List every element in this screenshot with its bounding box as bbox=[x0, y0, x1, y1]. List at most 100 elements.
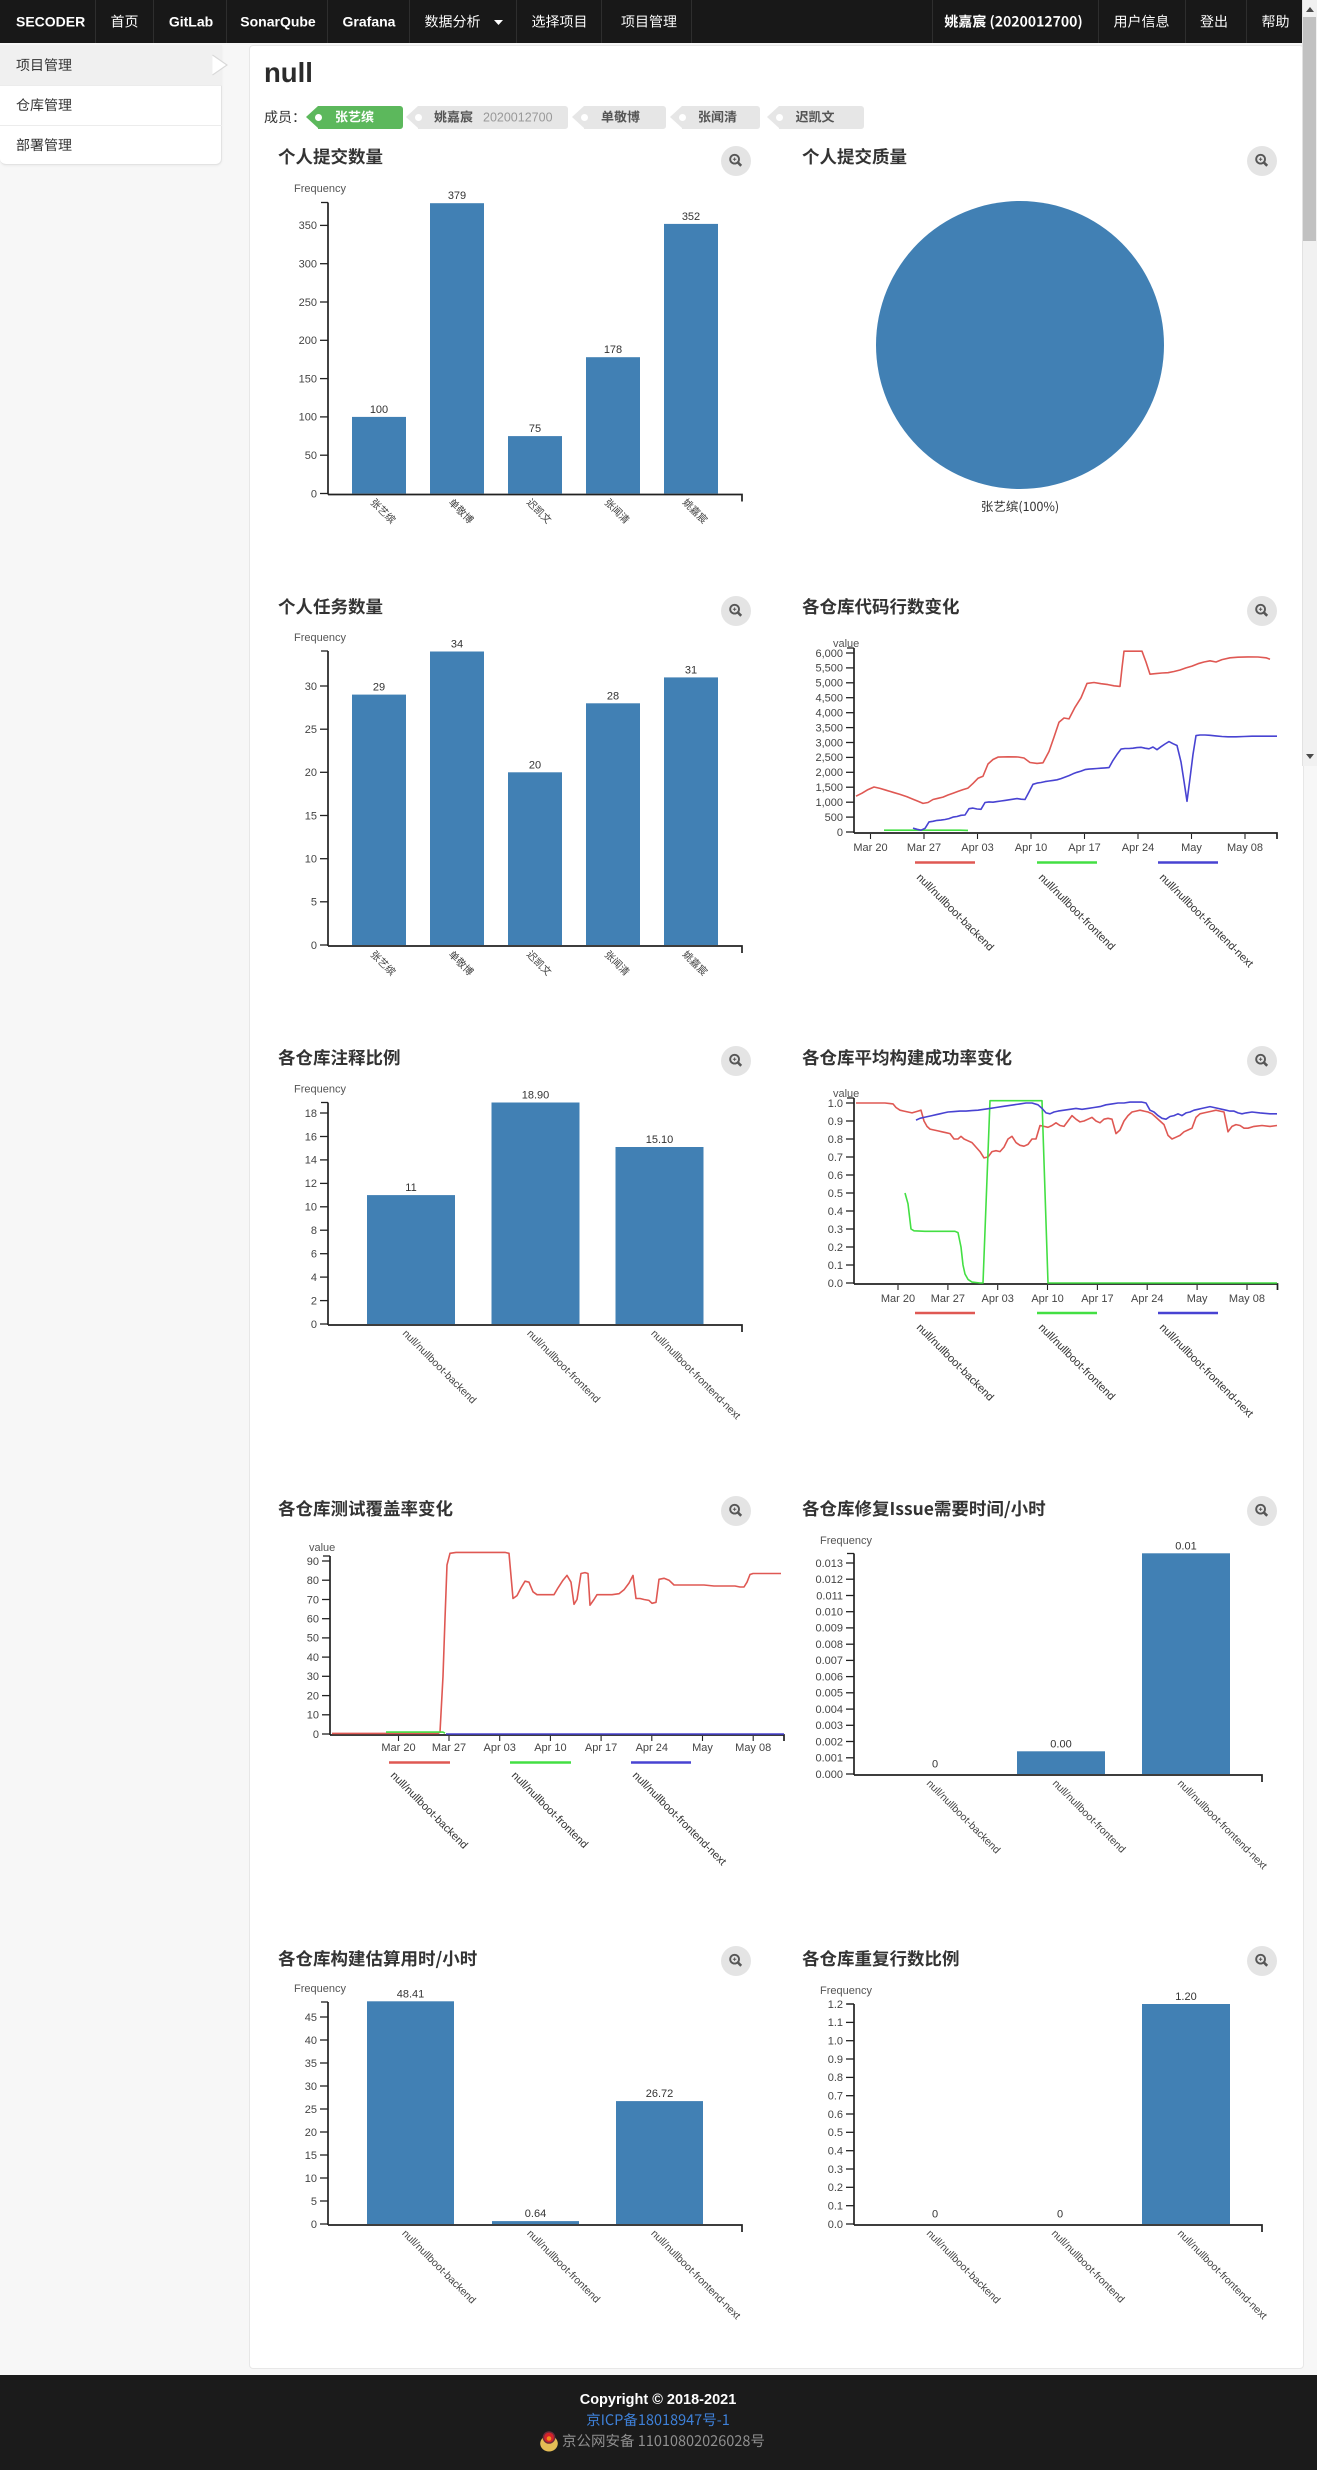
svg-text:Frequency: Frequency bbox=[820, 1535, 872, 1547]
svg-text:null/nullboot-backend: null/nullboot-backend bbox=[924, 2228, 1003, 2307]
svg-text:May: May bbox=[1181, 842, 1202, 854]
svg-text:0.1: 0.1 bbox=[828, 2200, 843, 2212]
svg-text:0.005: 0.005 bbox=[815, 1688, 843, 1700]
svg-text:SonarQube: SonarQube bbox=[240, 14, 316, 30]
svg-text:Frequency: Frequency bbox=[294, 1084, 346, 1096]
svg-text:value: value bbox=[309, 1542, 335, 1554]
svg-text:null/nullboot-frontend-next: null/nullboot-frontend-next bbox=[648, 2228, 742, 2322]
svg-text:20: 20 bbox=[305, 767, 317, 779]
svg-text:null/nullboot-frontend-next: null/nullboot-frontend-next bbox=[1157, 872, 1255, 970]
svg-text:352: 352 bbox=[682, 211, 700, 223]
svg-text:4: 4 bbox=[311, 1272, 317, 1284]
svg-text:1,500: 1,500 bbox=[815, 782, 843, 794]
svg-text:100: 100 bbox=[299, 412, 317, 424]
svg-text:2,000: 2,000 bbox=[815, 767, 843, 779]
svg-text:null/nullboot-frontend-next: null/nullboot-frontend-next bbox=[1175, 1778, 1269, 1872]
svg-text:40: 40 bbox=[307, 1652, 319, 1664]
svg-text:4,500: 4,500 bbox=[815, 693, 843, 705]
svg-text:28: 28 bbox=[607, 690, 619, 702]
svg-text:Frequency: Frequency bbox=[294, 1983, 346, 1995]
svg-text:Frequency: Frequency bbox=[294, 183, 346, 195]
svg-text:0.011: 0.011 bbox=[816, 1590, 843, 1602]
svg-text:45: 45 bbox=[305, 2012, 317, 2024]
svg-text:0.6: 0.6 bbox=[828, 2109, 843, 2121]
svg-text:1,000: 1,000 bbox=[815, 797, 843, 809]
svg-text:50: 50 bbox=[307, 1633, 319, 1645]
svg-text:0.008: 0.008 bbox=[815, 1639, 843, 1651]
svg-text:2020012700: 2020012700 bbox=[483, 111, 553, 125]
svg-text:3,500: 3,500 bbox=[815, 722, 843, 734]
svg-text:0.007: 0.007 bbox=[815, 1655, 843, 1667]
svg-text:2: 2 bbox=[311, 1295, 317, 1307]
svg-text:0: 0 bbox=[837, 827, 843, 839]
svg-text:value: value bbox=[833, 1088, 859, 1100]
svg-text:Apr 24: Apr 24 bbox=[1131, 1293, 1163, 1305]
svg-text:0: 0 bbox=[1057, 2209, 1063, 2221]
svg-text:0.4: 0.4 bbox=[828, 2145, 843, 2157]
svg-text:150: 150 bbox=[299, 373, 317, 385]
svg-text:Apr 03: Apr 03 bbox=[981, 1293, 1013, 1305]
svg-text:0.002: 0.002 bbox=[815, 1736, 843, 1748]
svg-text:25: 25 bbox=[305, 724, 317, 736]
svg-text:Apr 24: Apr 24 bbox=[636, 1742, 668, 1754]
svg-text:0: 0 bbox=[932, 2209, 938, 2221]
svg-text:35: 35 bbox=[305, 2058, 317, 2070]
svg-text:null/nullboot-backend: null/nullboot-backend bbox=[914, 1322, 996, 1404]
svg-text:Mar 27: Mar 27 bbox=[432, 1742, 466, 1754]
svg-text:15.10: 15.10 bbox=[646, 1134, 674, 1146]
svg-text:0.1: 0.1 bbox=[828, 1260, 843, 1272]
svg-text:350: 350 bbox=[299, 220, 317, 232]
svg-text:0.01: 0.01 bbox=[1175, 1540, 1196, 1552]
svg-text:30: 30 bbox=[307, 1671, 319, 1683]
svg-text:null/nullboot-backend: null/nullboot-backend bbox=[400, 1328, 479, 1407]
svg-text:0.6: 0.6 bbox=[828, 1170, 843, 1182]
svg-text:5,000: 5,000 bbox=[815, 678, 843, 690]
svg-text:1.1: 1.1 bbox=[828, 2017, 843, 2029]
svg-text:0.8: 0.8 bbox=[828, 2072, 843, 2084]
svg-text:5,500: 5,500 bbox=[815, 663, 843, 675]
svg-text:3,000: 3,000 bbox=[815, 737, 843, 749]
svg-text:0.3: 0.3 bbox=[828, 2164, 843, 2176]
svg-text:0.004: 0.004 bbox=[815, 1704, 843, 1716]
svg-text:20: 20 bbox=[307, 1690, 319, 1702]
svg-text:0.9: 0.9 bbox=[828, 1116, 843, 1128]
svg-text:34: 34 bbox=[451, 638, 463, 650]
svg-text:0.5: 0.5 bbox=[828, 1188, 843, 1200]
svg-text:0.7: 0.7 bbox=[828, 1152, 843, 1164]
svg-text:5: 5 bbox=[311, 2196, 317, 2208]
svg-text:null/nullboot-frontend: null/nullboot-frontend bbox=[524, 2228, 602, 2306]
svg-text:null: null bbox=[264, 57, 313, 88]
svg-text:null/nullboot-frontend-next: null/nullboot-frontend-next bbox=[1175, 2228, 1269, 2322]
svg-text:Apr 03: Apr 03 bbox=[483, 1742, 515, 1754]
svg-text:0.9: 0.9 bbox=[828, 2054, 843, 2066]
svg-text:11: 11 bbox=[405, 1182, 416, 1194]
svg-text:0.3: 0.3 bbox=[828, 1224, 843, 1236]
svg-text:0.0: 0.0 bbox=[828, 1278, 843, 1290]
svg-text:100: 100 bbox=[370, 404, 388, 416]
svg-text:90: 90 bbox=[307, 1556, 319, 1568]
svg-text:null/nullboot-frontend: null/nullboot-frontend bbox=[1036, 1322, 1117, 1403]
svg-text:2,500: 2,500 bbox=[815, 752, 843, 764]
svg-text:Apr 24: Apr 24 bbox=[1122, 842, 1154, 854]
svg-text:GitLab: GitLab bbox=[169, 14, 213, 30]
svg-text:40: 40 bbox=[305, 2035, 317, 2047]
svg-text:0.64: 0.64 bbox=[525, 2208, 546, 2220]
svg-text:0.000: 0.000 bbox=[815, 1769, 843, 1781]
svg-text:null/nullboot-frontend: null/nullboot-frontend bbox=[524, 1328, 602, 1406]
svg-text:Mar 20: Mar 20 bbox=[881, 1293, 915, 1305]
svg-text:May: May bbox=[1187, 1293, 1208, 1305]
svg-text:26.72: 26.72 bbox=[646, 2088, 674, 2100]
svg-text:value: value bbox=[833, 638, 859, 650]
svg-text:1.0: 1.0 bbox=[828, 1098, 843, 1110]
svg-text:20: 20 bbox=[305, 2127, 317, 2139]
svg-text:1.20: 1.20 bbox=[1175, 1991, 1196, 2003]
svg-text:May 08: May 08 bbox=[735, 1742, 771, 1754]
svg-text:18.90: 18.90 bbox=[522, 1089, 550, 1101]
svg-text:May: May bbox=[692, 1742, 713, 1754]
svg-text:Mar 27: Mar 27 bbox=[907, 842, 941, 854]
svg-text:500: 500 bbox=[825, 812, 843, 824]
svg-text:Frequency: Frequency bbox=[820, 1985, 872, 1997]
svg-text:0.013: 0.013 bbox=[815, 1558, 843, 1570]
svg-text:Copyright © 2018-2021: Copyright © 2018-2021 bbox=[580, 2392, 737, 2408]
svg-text:Apr 10: Apr 10 bbox=[1015, 842, 1047, 854]
